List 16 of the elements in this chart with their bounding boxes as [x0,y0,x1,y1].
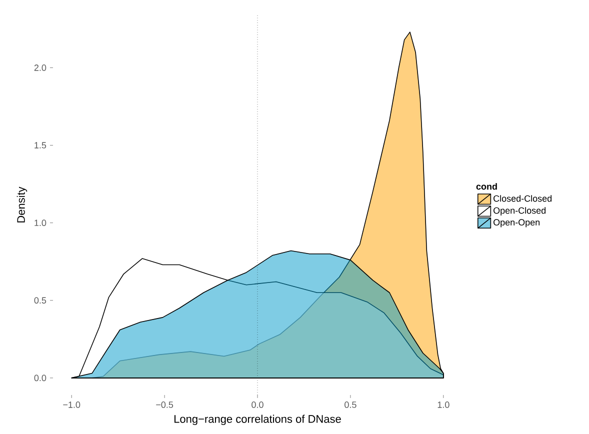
y-tick-label: 1.0 [34,220,46,226]
legend-label: Closed-Closed [494,195,552,202]
legend-label: Open-Open [494,219,540,228]
x-tick-label: 1.0 [438,402,450,408]
x-tick-label: −0.5 [156,402,174,408]
legend-label: Open-Closed [494,207,546,216]
y-tick-label: 2.0 [34,64,46,71]
y-tick-label: 0.0 [34,374,46,382]
y-tick-label: 0.5 [34,297,46,304]
x-tick-label: 0.0 [252,402,264,408]
x-tick-label: −1.0 [63,402,80,408]
legend-title: cond [476,183,497,190]
x-tick-label: 0.5 [344,402,356,408]
y-axis-title: Density [16,186,28,222]
x-axis-title: Long−range correlations of DNase [174,414,341,426]
y-tick-label: 1.5 [34,142,46,148]
